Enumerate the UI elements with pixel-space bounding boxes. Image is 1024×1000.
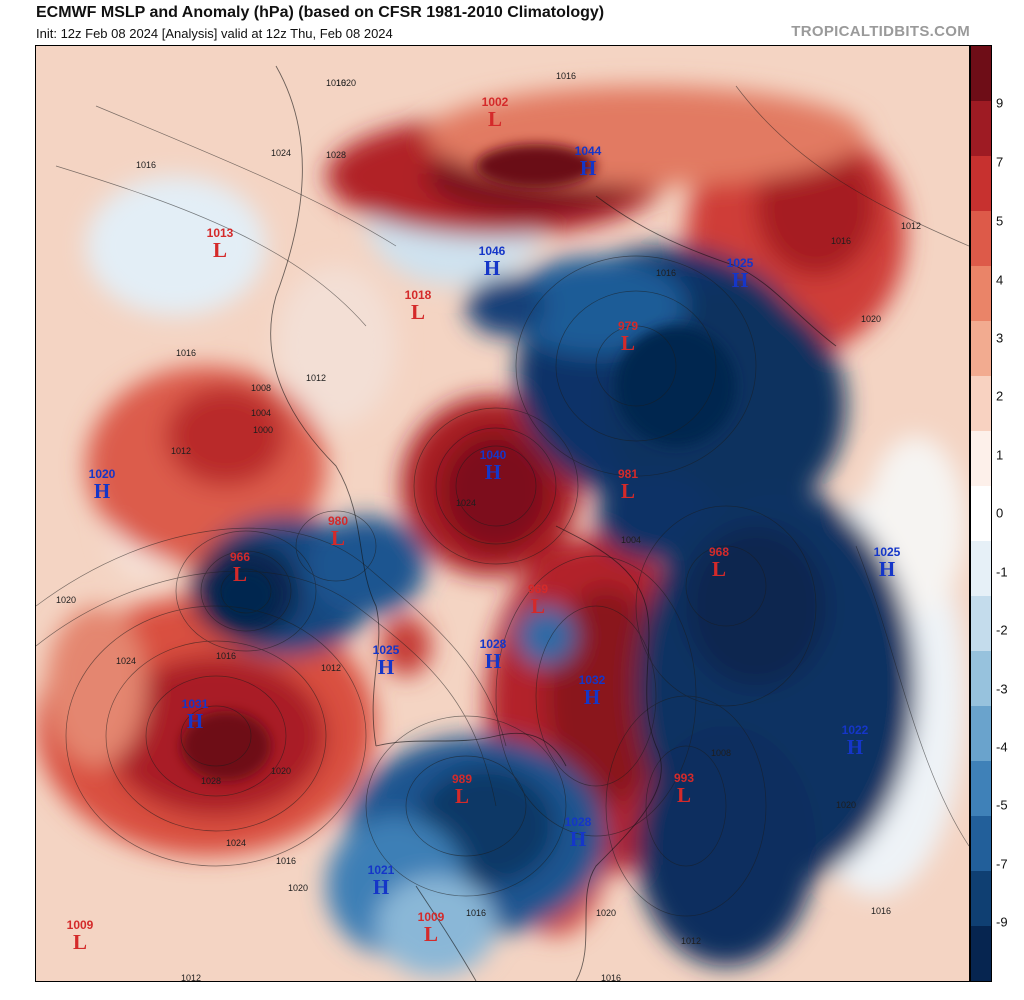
colorbar-segment — [971, 706, 991, 762]
isobar-label: 1012 — [901, 221, 921, 231]
pressure-center-low: 966 L — [229, 550, 251, 586]
colorbar-tick-label: -1 — [996, 564, 1008, 580]
isobar-label: 1016 — [276, 856, 296, 866]
colorbar-segment — [971, 541, 991, 597]
isobar-label: 1016 — [216, 651, 236, 661]
pressure-center-low: 1009 L — [66, 918, 94, 954]
isobar-label: 1012 — [321, 663, 341, 673]
isobar-label: 1012 — [171, 446, 191, 456]
isobar-label: 1016 — [871, 906, 891, 916]
isobar-label: 1004 — [621, 535, 641, 545]
pressure-center-low: 1013 L — [206, 226, 234, 262]
pressure-center-low: 968 L — [708, 545, 730, 581]
colorbar-segment — [971, 211, 991, 267]
map-subtitle: Init: 12z Feb 08 2024 [Analysis] valid a… — [36, 26, 393, 41]
pressure-center-high: 1021 H — [367, 863, 395, 899]
pressure-center-high: 1025 H — [873, 545, 901, 581]
isobar-label: 1016 — [466, 908, 486, 918]
isobar-label: 1024 — [226, 838, 246, 848]
pressure-center-low: 1002 L — [481, 95, 509, 131]
isobar-label: 1024 — [116, 656, 136, 666]
isobar-label: 1016 — [831, 236, 851, 246]
isobar-label: 1004 — [251, 408, 271, 418]
pressure-center-high: 1022 H — [841, 723, 869, 759]
pressure-center-low: 969 L — [527, 582, 549, 618]
colorbar-segment — [971, 486, 991, 542]
colorbar-segment — [971, 321, 991, 377]
pressure-center-high: 1028 H — [479, 637, 507, 673]
isobar-label: 1016 — [326, 78, 346, 88]
pressure-center-low: 1018 L — [404, 288, 432, 324]
colorbar-tick-label: 7 — [996, 154, 1004, 170]
credit-watermark: TROPICALTIDBITS.COM — [791, 23, 970, 40]
isobar-label: 1020 — [861, 314, 881, 324]
colorbar-tick-label: 2 — [996, 388, 1004, 404]
isobar-label: 1020 — [836, 800, 856, 810]
isobar-label: 1012 — [181, 973, 201, 981]
pressure-center-low: 980 L — [327, 514, 349, 550]
pressure-center-high: 1028 H — [564, 815, 592, 851]
isobar-label: 1028 — [326, 150, 346, 160]
colorbar-segment — [971, 651, 991, 707]
colorbar-segment — [971, 816, 991, 872]
pressure-center-low: 993 L — [673, 771, 695, 807]
pressure-center-high: 1046 H — [478, 244, 506, 280]
colorbar-tick-label: 1 — [996, 447, 1004, 463]
pressure-center-low: 981 L — [617, 467, 639, 503]
pressure-center-high: 1040 H — [479, 448, 507, 484]
colorbar-tick-label: -5 — [996, 797, 1008, 813]
colorbar-segment — [971, 761, 991, 817]
isobar-label: 1020 — [271, 766, 291, 776]
pressure-center-high: 1031 H — [181, 697, 209, 733]
anomaly-map: 1016 1016 1020 1024 1028 1016 1012 1008 … — [35, 45, 970, 982]
colorbar-segment — [971, 266, 991, 322]
isobar-label: 1008 — [251, 383, 271, 393]
isobar-label: 1016 — [136, 160, 156, 170]
isobar-label: 1016 — [601, 973, 621, 981]
colorbar-segment — [971, 156, 991, 212]
isobar-label: 1020 — [288, 883, 308, 893]
pressure-center-high: 1032 H — [578, 673, 606, 709]
isobar-label: 1020 — [336, 78, 356, 88]
colorbar-tick-label: 0 — [996, 505, 1004, 521]
anomaly-colorbar — [970, 45, 992, 982]
colorbar-tick-label: -3 — [996, 681, 1008, 697]
colorbar-tick-label: 4 — [996, 272, 1004, 288]
map-title: ECMWF MSLP and Anomaly (hPa) (based on C… — [36, 4, 605, 21]
pressure-center-low: 979 L — [617, 319, 639, 355]
colorbar-segment — [971, 871, 991, 927]
isobar-label: 1016 — [656, 268, 676, 278]
isobar-label: 1024 — [456, 498, 476, 508]
pressure-center-low: 989 L — [451, 772, 473, 808]
colorbar-tick-label: -4 — [996, 739, 1008, 755]
colorbar-segment — [971, 46, 991, 102]
isobar-label: 1028 — [201, 776, 221, 786]
colorbar-tick-label: 9 — [996, 95, 1004, 111]
isobar-label: 1016 — [176, 348, 196, 358]
isobar-label: 1012 — [681, 936, 701, 946]
colorbar-tick-label: -9 — [996, 914, 1008, 930]
pressure-center-high: 1025 H — [372, 643, 400, 679]
isobar-label: 1024 — [271, 148, 291, 158]
colorbar-tick-label: 5 — [996, 213, 1004, 229]
isobar-label: 1020 — [596, 908, 616, 918]
isobar-label: 1012 — [306, 373, 326, 383]
colorbar-segment — [971, 596, 991, 652]
colorbar-tick-label: 3 — [996, 330, 1004, 346]
isobar-label: 1000 — [253, 425, 273, 435]
colorbar-tick-label: -7 — [996, 856, 1008, 872]
anomaly-field: 1016 1016 1020 1024 1028 1016 1012 1008 … — [36, 46, 969, 981]
isobar-label: 1008 — [711, 748, 731, 758]
pressure-center-low: 1009 L — [417, 910, 445, 946]
pressure-center-high: 1044 H — [574, 144, 602, 180]
isobar-label: 1016 — [556, 71, 576, 81]
isobar-label: 1020 — [56, 595, 76, 605]
colorbar-segment — [971, 101, 991, 157]
pressure-center-high: 1025 H — [726, 256, 754, 292]
colorbar-segment — [971, 926, 991, 981]
colorbar-tick-label: -2 — [996, 622, 1008, 638]
colorbar-segment — [971, 431, 991, 487]
pressure-center-high: 1020 H — [88, 467, 116, 503]
colorbar-segment — [971, 376, 991, 432]
